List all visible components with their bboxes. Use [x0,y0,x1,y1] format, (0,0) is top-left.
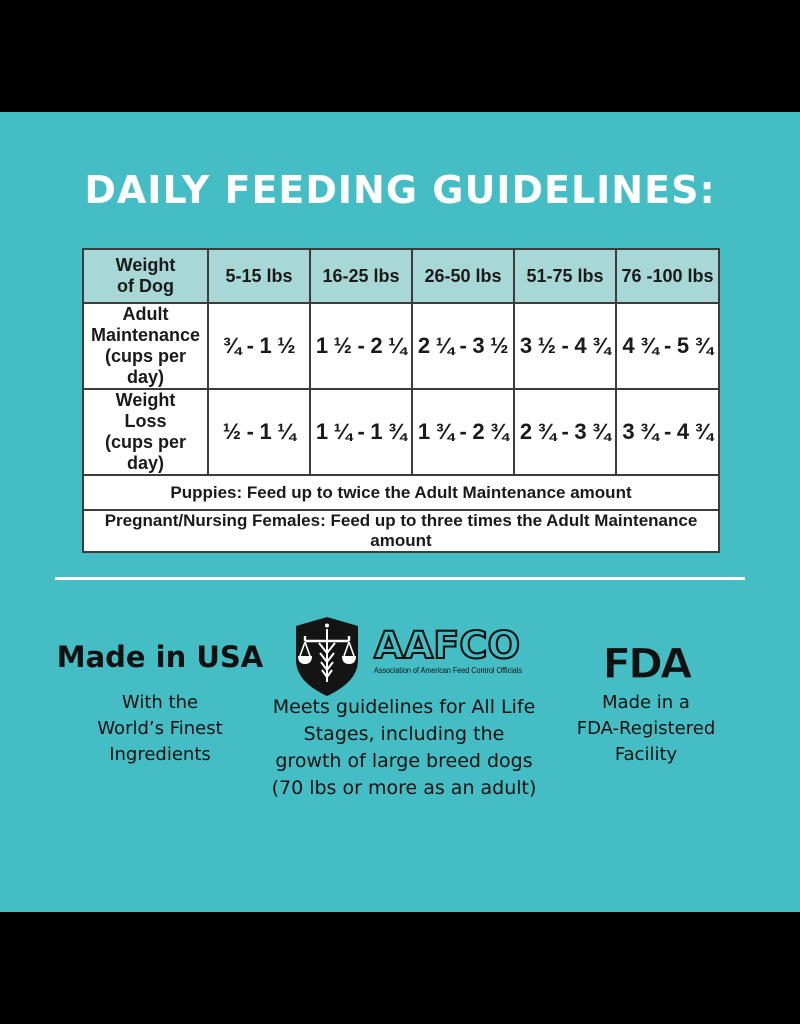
column-header: 5-15 lbs [207,248,311,304]
text-line: Ingredients [109,744,211,765]
table-cell: ¾ - 1 ½ [207,302,311,390]
text-line: Facility [614,744,678,765]
horizontal-divider [55,577,745,580]
text-line: Meets guidelines for All Life [272,696,536,718]
table-header-row: Weight of Dog 5-15 lbs 16-25 lbs 26-50 l… [82,248,720,304]
header-line: Weight [115,255,176,275]
aafco-shield-icon: AAFCO Association of American Feed Contr… [296,617,522,696]
column-header: 76 -100 lbs [615,248,720,304]
fda-logo: FDA [588,638,704,691]
weight-of-dog-header: Weight of Dog [82,248,209,304]
table-cell: 4 ¾ - 5 ¾ [615,302,720,390]
puppies-note-row: Puppies: Feed up to twice the Adult Main… [82,474,720,511]
table-cell: 1 ¼ - 1 ¾ [309,388,413,476]
weight-loss-row: Weight Loss (cups per day) ½ - 1 ¼ 1 ¼ -… [82,388,720,476]
aafco-subtitle: Association of American Feed Control Off… [374,666,522,675]
text-line: Stages, including the [303,723,505,745]
text-line: (70 lbs or more as an adult) [271,777,537,799]
teal-panel: DAILY FEEDING GUIDELINES: Weight of Dog … [0,112,800,912]
text-line: With the [121,692,199,713]
row-label-line: Weight [115,390,176,410]
made-in-usa-heading: Made in USA [56,640,264,674]
text-line: FDA-Registered [576,718,716,739]
table-cell: 1 ¾ - 2 ¾ [411,388,515,476]
puppies-note: Puppies: Feed up to twice the Adult Main… [82,474,720,511]
row-label: Weight Loss (cups per day) [82,388,209,476]
row-label-line: Loss [124,411,167,431]
page-title: DAILY FEEDING GUIDELINES: [84,168,716,212]
fda-logo-icon: FDA [602,638,697,688]
table-cell: 2 ¼ - 3 ½ [411,302,515,390]
aafco-wordmark: AAFCO [374,624,520,667]
text-line: growth of large breed dogs [275,750,533,772]
column-header: 16-25 lbs [309,248,413,304]
fda-wordmark: FDA [602,640,693,686]
text-line: Made in a [602,692,690,713]
aafco-logo: AAFCO Association of American Feed Contr… [290,616,526,698]
row-label-line: (cups per day) [104,432,187,473]
table-cell: 3 ½ - 4 ¾ [513,302,617,390]
row-label-line: Maintenance [90,325,201,345]
pregnant-note-row: Pregnant/Nursing Females: Feed up to thr… [82,509,720,553]
fda-facility-text: Made in a FDA-Registered Facility [543,690,749,768]
row-label-line: Adult [122,304,169,324]
pregnant-nursing-note: Pregnant/Nursing Females: Feed up to thr… [82,509,720,553]
column-header: 51-75 lbs [513,248,617,304]
table-cell: 2 ¾ - 3 ¾ [513,388,617,476]
table-cell: 1 ½ - 2 ¼ [309,302,413,390]
row-label: Adult Maintenance (cups per day) [82,302,209,390]
row-label-line: (cups per day) [104,346,187,387]
header-line: of Dog [117,276,174,296]
feeding-table-wrap: Weight of Dog 5-15 lbs 16-25 lbs 26-50 l… [82,248,720,553]
table-cell: ½ - 1 ¼ [207,388,311,476]
table-cell: 3 ¾ - 4 ¾ [615,388,720,476]
adult-maintenance-row: Adult Maintenance (cups per day) ¾ - 1 ½… [82,302,720,390]
column-header: 26-50 lbs [411,248,515,304]
made-in-usa-sublines: With the World’s Finest Ingredients [30,690,290,768]
aafco-guidelines-text: Meets guidelines for All Life Stages, in… [254,694,554,802]
feeding-table: Weight of Dog 5-15 lbs 16-25 lbs 26-50 l… [82,248,720,553]
text-line: World’s Finest [97,718,223,739]
